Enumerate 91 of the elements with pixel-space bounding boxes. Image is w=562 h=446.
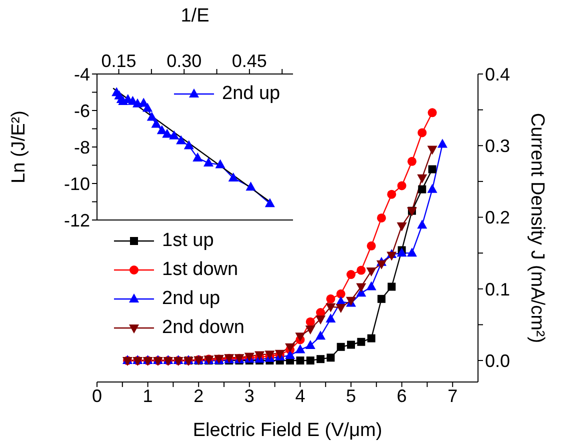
point bbox=[306, 356, 314, 365]
point bbox=[316, 315, 326, 324]
point bbox=[246, 182, 256, 191]
point bbox=[296, 356, 304, 365]
point bbox=[305, 325, 316, 334]
point bbox=[306, 317, 315, 326]
point bbox=[295, 344, 306, 354]
point bbox=[428, 165, 436, 174]
x-tick-label: 0.15 bbox=[101, 51, 136, 71]
point bbox=[326, 313, 336, 322]
point bbox=[417, 220, 428, 229]
legend-label: 2nd down bbox=[162, 316, 244, 338]
x-tick-label: 4 bbox=[295, 386, 306, 406]
legend-label: 2nd up bbox=[162, 288, 220, 310]
legend-label: 1st down bbox=[162, 258, 238, 280]
point bbox=[264, 198, 275, 208]
point bbox=[142, 102, 153, 112]
point bbox=[376, 260, 386, 270]
point bbox=[396, 222, 407, 232]
point bbox=[176, 135, 186, 144]
point bbox=[346, 270, 356, 280]
y-tick-label: 0.1 bbox=[485, 279, 510, 300]
point bbox=[396, 248, 407, 257]
x-tick-label: 0 bbox=[92, 386, 102, 406]
x-tick-label: 3 bbox=[244, 386, 254, 406]
point bbox=[336, 342, 345, 351]
y-tick-label: -4 bbox=[74, 64, 90, 84]
point bbox=[169, 130, 180, 140]
point bbox=[192, 152, 203, 162]
point bbox=[406, 248, 417, 257]
x-tick-label: 1 bbox=[142, 386, 153, 406]
point bbox=[427, 184, 438, 193]
point bbox=[388, 282, 396, 291]
point bbox=[397, 181, 406, 190]
point bbox=[156, 125, 167, 134]
point bbox=[376, 213, 386, 222]
point bbox=[146, 112, 157, 121]
point bbox=[366, 241, 376, 250]
point bbox=[437, 138, 448, 148]
point bbox=[356, 266, 366, 275]
point bbox=[295, 332, 306, 342]
legend-label: 1st up bbox=[162, 230, 214, 252]
point bbox=[366, 267, 376, 276]
point bbox=[215, 159, 226, 168]
point bbox=[204, 158, 214, 167]
point bbox=[367, 334, 376, 342]
point bbox=[418, 185, 426, 194]
legend-label: 2nd up bbox=[222, 82, 280, 104]
x-axis-title: 1/E bbox=[180, 5, 210, 26]
point bbox=[347, 340, 355, 349]
y-tick-label: -8 bbox=[74, 137, 90, 158]
x-axis-title: Electric Field E (V/μm) bbox=[192, 420, 382, 441]
point bbox=[387, 190, 396, 199]
point bbox=[326, 354, 335, 362]
point bbox=[151, 118, 162, 128]
y-tick-label: 0.4 bbox=[485, 64, 510, 84]
point bbox=[316, 355, 325, 364]
point bbox=[427, 146, 438, 155]
y-axis-title: Current Density J (mA/cm²) bbox=[526, 112, 548, 344]
point bbox=[285, 350, 296, 359]
point bbox=[366, 281, 376, 290]
point bbox=[326, 303, 336, 312]
point bbox=[336, 289, 346, 298]
x-tick-label: 5 bbox=[346, 386, 356, 406]
y-tick-label: -6 bbox=[74, 100, 90, 121]
point bbox=[418, 128, 427, 138]
point bbox=[305, 340, 316, 349]
point bbox=[407, 156, 416, 166]
y-axis-title: Ln (J/E²) bbox=[8, 110, 30, 184]
point bbox=[356, 283, 366, 292]
x-tick-label: 2 bbox=[194, 386, 204, 406]
x-tick-label: 6 bbox=[396, 386, 407, 406]
point bbox=[184, 140, 194, 150]
point bbox=[326, 294, 336, 304]
point bbox=[428, 108, 437, 118]
x-tick-label: 0.45 bbox=[232, 51, 267, 71]
y-tick-label: -10 bbox=[64, 174, 90, 194]
point bbox=[386, 252, 397, 261]
x-tick-label: 0.30 bbox=[166, 51, 202, 71]
y-tick-label: 0.3 bbox=[485, 136, 510, 156]
y-tick-label: 0.0 bbox=[485, 350, 510, 371]
y-tick-label: 0.2 bbox=[485, 208, 510, 228]
point bbox=[417, 174, 428, 184]
point bbox=[316, 330, 326, 340]
y-tick-label: -12 bbox=[64, 210, 90, 230]
point bbox=[336, 304, 346, 314]
x-tick-label: 7 bbox=[448, 386, 458, 406]
point bbox=[228, 172, 238, 182]
point bbox=[377, 294, 386, 303]
point bbox=[162, 128, 172, 138]
point bbox=[357, 338, 366, 346]
